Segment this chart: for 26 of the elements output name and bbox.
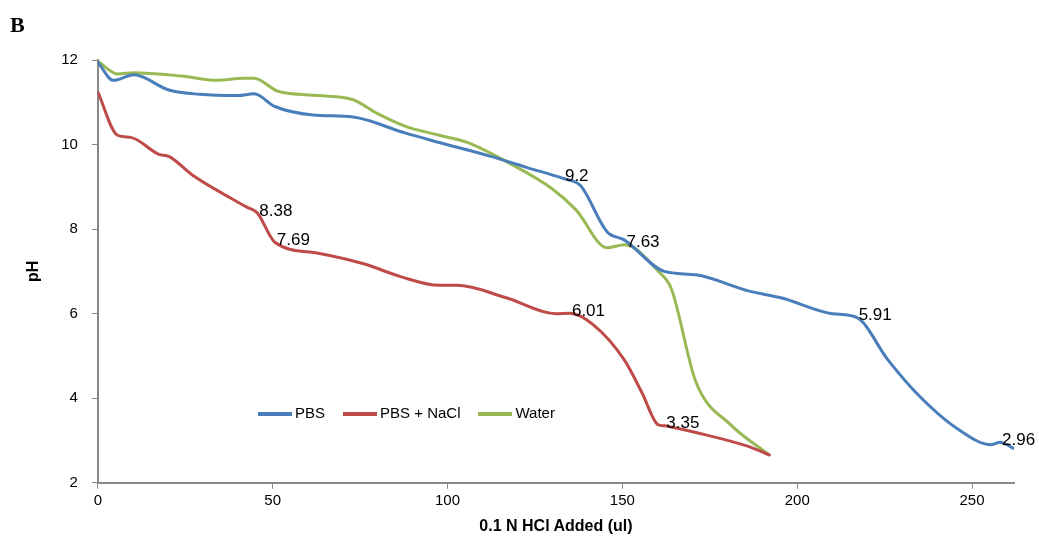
- y-tick-label: 4: [69, 388, 78, 406]
- annotation: 3.35: [666, 413, 700, 433]
- legend-label: Water: [515, 404, 555, 422]
- x-tick-label: 250: [959, 490, 985, 508]
- y-tick-label: 12: [61, 50, 78, 68]
- chart-title: B: [10, 12, 25, 38]
- annotation: 2.96: [1002, 429, 1036, 449]
- x-axis-title: 0.1 N HCl Added (ul): [479, 516, 633, 534]
- x-tick-label: 200: [784, 490, 810, 508]
- annotation: 6.01: [571, 300, 606, 320]
- x-tick-label: 0: [93, 490, 103, 508]
- x-tick-label: 100: [435, 490, 461, 508]
- annotation: 9.2: [564, 166, 589, 186]
- annotation: 7.69: [276, 229, 310, 249]
- y-tick-label: 10: [61, 134, 78, 152]
- y-tick-label: 6: [69, 303, 78, 321]
- x-tick-label: 150: [609, 490, 635, 508]
- legend-label: PBS + NaCl: [380, 404, 461, 422]
- annotation: 8.38: [259, 200, 293, 220]
- y-tick-label: 2: [69, 472, 78, 490]
- annotation: 7.63: [626, 232, 660, 252]
- y-axis-title: pH: [24, 260, 42, 283]
- y-tick-label: 8: [69, 219, 78, 237]
- x-tick-label: 50: [264, 490, 282, 508]
- annotation: 5.91: [858, 305, 892, 325]
- legend-label: PBS: [295, 404, 326, 422]
